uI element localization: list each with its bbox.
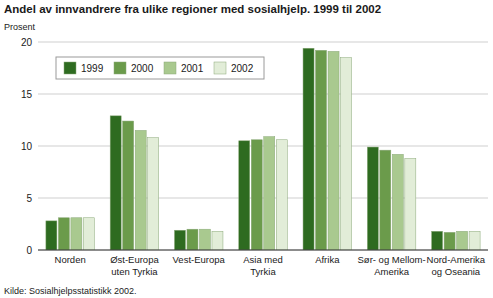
bar [367,147,378,250]
bar [457,231,468,250]
bar [444,232,455,250]
x-tick-label-line: Amerika [374,266,410,277]
chart-title: Andel av innvandrere fra ulike regioner … [4,3,381,15]
x-tick-label-line: Vest-Europa [173,254,226,265]
bar [432,231,443,250]
bar [212,231,223,250]
bar [303,48,314,250]
bar [239,141,250,250]
x-tick-label-line: Asia med [243,254,283,265]
chart-svg: Andel av innvandrere fra ulike regioner … [0,0,493,298]
legend-label: 2001 [181,63,204,74]
x-tick-label: Nord-Amerikaog Oseania [427,254,486,277]
legend-label: 2002 [231,63,254,74]
legend-swatch [64,62,76,74]
x-tick-label: Øst-Europauten Tyrkia [110,254,159,277]
x-axis-line [38,250,488,251]
grid-line [38,94,488,95]
legend-swatch [214,62,226,74]
bar [392,154,403,250]
bar [71,218,82,250]
x-tick-label: Sør- og Mellom-Amerika [358,254,426,277]
bar [380,150,391,250]
x-tick-label: Vest-Europa [173,254,226,265]
bar [469,231,480,250]
x-tick-label-line: Nord-Amerika [427,254,486,265]
legend-label: 2000 [131,63,154,74]
x-tick-label-line: Norden [55,254,86,265]
x-tick-label-line: Afrika [315,254,340,265]
legend-box [56,57,264,79]
grid-line [38,42,488,43]
bar [341,58,352,250]
x-tick-label: Norden [55,254,86,265]
x-tick-label-line: Tyrkia [250,266,276,277]
x-tick-label-line: Sør- og Mellom- [358,254,426,265]
y-tick-label: 10 [21,141,33,152]
legend-swatch [114,62,126,74]
legend: 1999 2000 2001 2002 [56,57,264,79]
x-tick-label-line: Øst-Europa [110,254,159,265]
bar [110,116,121,250]
grid-line [38,198,488,199]
bar [199,229,210,250]
grid-line [38,250,488,251]
bar [174,230,185,250]
legend-label: 1999 [81,63,104,74]
bar [83,218,94,250]
x-tick-label: Afrika [315,254,340,265]
bar [123,121,134,250]
x-tick-label: Asia medTyrkia [243,254,283,277]
y-tick-label: 20 [21,37,33,48]
y-tick-label: 5 [26,193,32,204]
y-axis-label: Prosent [4,22,36,32]
bar [58,218,69,250]
bar [46,221,57,250]
y-tick-label: 0 [26,245,32,256]
y-tick-label: 15 [21,89,33,100]
bar [405,158,416,250]
bar [316,50,327,250]
source-note: Kilde: Sosialhjelpsstatistikk 2002. [4,286,137,296]
bars [46,48,480,250]
x-tick-label-line: og Oseania [432,266,481,277]
grid-line [38,146,488,147]
bar [264,137,275,250]
bar [187,229,198,250]
chart-container: Andel av innvandrere fra ulike regioner … [0,0,493,298]
bar [276,140,287,250]
bar [328,51,339,250]
legend-swatch [164,62,176,74]
bar [135,130,146,250]
bar [251,140,262,250]
x-tick-label-line: uten Tyrkia [111,266,158,277]
bar [148,138,159,250]
